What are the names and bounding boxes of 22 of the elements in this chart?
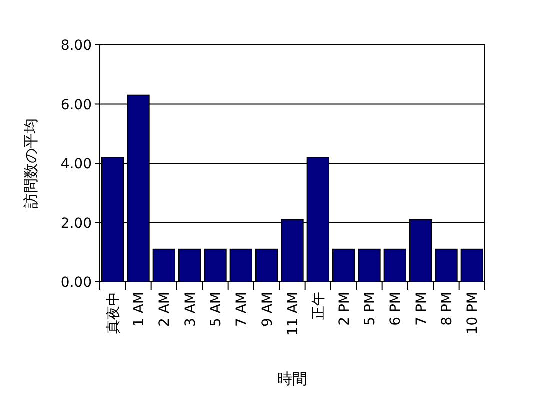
x-tick-label: 9 AM: [260, 292, 276, 328]
y-tick-label: 8.00: [60, 38, 92, 54]
x-tick-label: 8 PM: [440, 292, 456, 326]
x-tick-label: 10 PM: [465, 292, 482, 335]
x-tick-label: 7 AM: [234, 292, 250, 328]
x-tick-label: 6 PM: [388, 292, 404, 326]
x-tick-label: 正午: [311, 292, 328, 320]
x-tick-label: 5 AM: [208, 292, 224, 328]
y-axis-title: 訪問数の平均: [22, 118, 40, 208]
x-tick-label: 2 AM: [157, 292, 174, 328]
x-tick-label: 7 PM: [414, 292, 430, 326]
y-tick-label: 6.00: [60, 97, 92, 114]
x-tick-label: 1 AM: [132, 292, 148, 328]
x-tick-label: 5 PM: [362, 292, 378, 326]
x-tick-label: 11 AM: [286, 292, 302, 336]
x-axis-title: 時間: [278, 370, 308, 388]
y-tick-label: 4.00: [60, 156, 92, 172]
y-tick-label: 2.00: [60, 216, 92, 232]
x-tick-label: 2 PM: [336, 292, 353, 326]
y-tick-label: 0.00: [60, 275, 92, 291]
x-tick-label: 3 AM: [182, 292, 199, 328]
x-tick-label: 真夜中: [106, 292, 122, 334]
